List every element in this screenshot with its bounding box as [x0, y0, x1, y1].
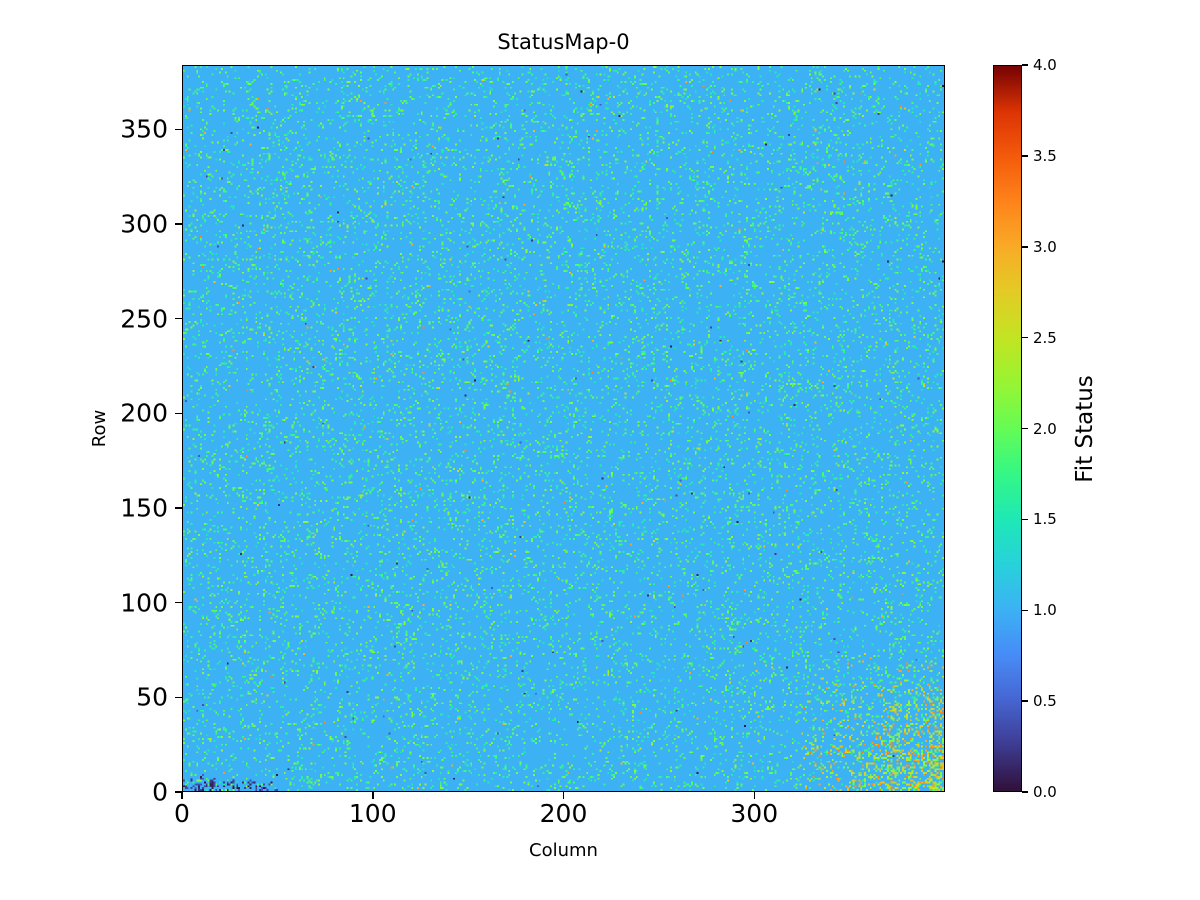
x-tick-label: 0: [174, 799, 190, 828]
colorbar-tick-mark: [1022, 427, 1028, 430]
x-tick-label: 200: [539, 799, 588, 828]
y-tick-label: 350: [120, 114, 168, 144]
colorbar-tick-label: 3.5: [1033, 146, 1057, 165]
y-tick-label: 200: [120, 398, 168, 428]
colorbar-tick-mark: [1022, 336, 1028, 339]
colorbar-tick-mark: [1022, 64, 1028, 66]
heatmap-canvas: [183, 66, 944, 791]
colorbar-tick-label: 0.0: [1033, 783, 1057, 801]
x-axis-label: Column: [529, 840, 598, 861]
colorbar-tick-label: 3.0: [1033, 237, 1057, 256]
y-tick-mark: [175, 223, 182, 225]
colorbar-tick-mark: [1022, 155, 1028, 157]
y-tick-mark: [175, 507, 182, 509]
y-tick-label: 300: [120, 209, 168, 239]
y-tick-mark: [175, 601, 182, 604]
y-tick-mark: [175, 791, 182, 793]
colorbar-tick-mark: [1022, 791, 1028, 793]
x-tick-label: 300: [730, 799, 779, 828]
y-tick-label: 250: [120, 304, 168, 334]
colorbar-tick-mark: [1022, 609, 1028, 611]
x-tick-mark: [372, 792, 374, 799]
colorbar-label-wrap: Fit Status: [1063, 65, 1107, 792]
colorbar-tick-mark: [1022, 246, 1028, 248]
colorbar-tick-label: 2.5: [1033, 328, 1057, 347]
chart-title: StatusMap-0: [497, 30, 630, 54]
colorbar-canvas: [994, 66, 1021, 791]
colorbar-tick-label: 0.5: [1033, 692, 1057, 711]
colorbar: [993, 65, 1022, 792]
y-tick-mark: [175, 696, 182, 699]
y-tick-label: 100: [120, 588, 168, 618]
y-tick-label: 0: [152, 777, 168, 807]
y-tick-label: 50: [136, 682, 168, 712]
x-tick-mark: [181, 792, 183, 799]
y-tick-mark: [175, 412, 182, 415]
colorbar-tick-label: 4.0: [1033, 56, 1057, 74]
x-tick-label: 100: [348, 799, 397, 828]
y-axis-label: Row: [89, 409, 111, 448]
y-axis-label-wrap: Row: [83, 65, 117, 792]
x-tick-mark: [562, 792, 565, 799]
plot-area: [182, 65, 945, 792]
colorbar-tick-mark: [1022, 700, 1028, 702]
y-tick-mark: [175, 128, 182, 131]
y-tick-mark: [175, 317, 182, 320]
y-tick-label: 150: [120, 493, 168, 523]
colorbar-label: Fit Status: [1072, 374, 1099, 483]
colorbar-tick-label: 1.5: [1033, 510, 1057, 529]
colorbar-tick-label: 1.0: [1033, 601, 1057, 620]
colorbar-tick-mark: [1022, 518, 1028, 521]
x-tick-mark: [753, 792, 755, 799]
colorbar-tick-label: 2.0: [1033, 419, 1057, 438]
